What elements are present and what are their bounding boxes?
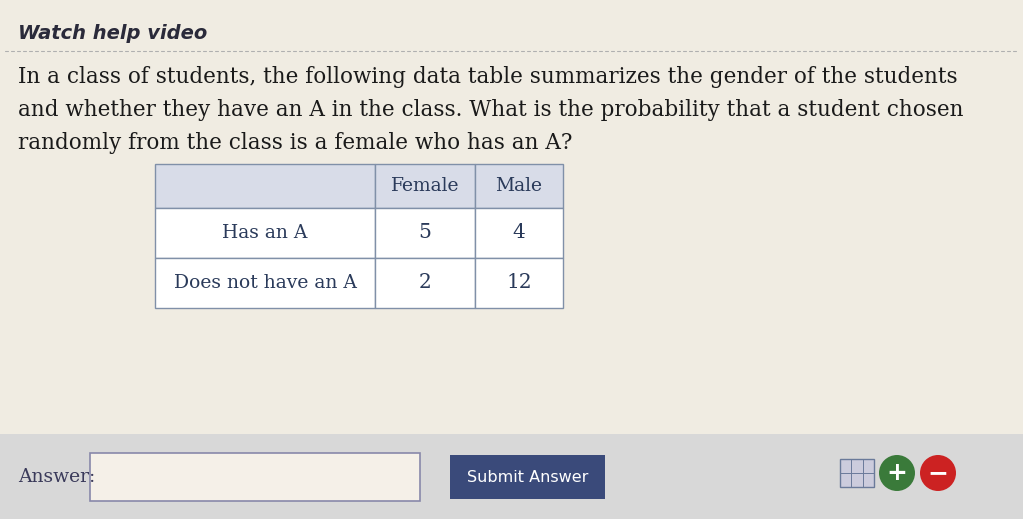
Text: +: + bbox=[887, 461, 907, 485]
Text: randomly from the class is a female who has an A?: randomly from the class is a female who … bbox=[18, 132, 573, 154]
Text: −: − bbox=[928, 461, 948, 485]
Bar bbox=[90, 453, 420, 501]
Text: 4: 4 bbox=[513, 224, 526, 242]
Text: Watch help video: Watch help video bbox=[18, 24, 208, 43]
Bar bbox=[475, 258, 563, 308]
Text: Submit Answer: Submit Answer bbox=[466, 470, 588, 485]
Text: In a class of students, the following data table summarizes the gender of the st: In a class of students, the following da… bbox=[18, 66, 958, 88]
Text: 12: 12 bbox=[506, 274, 532, 293]
Text: and whether they have an A in the class. What is the probability that a student : and whether they have an A in the class.… bbox=[18, 99, 964, 121]
Bar bbox=[475, 208, 563, 258]
Text: 2: 2 bbox=[418, 274, 432, 293]
Bar bbox=[840, 459, 874, 487]
Bar bbox=[475, 164, 563, 208]
Bar bbox=[450, 455, 605, 499]
Bar bbox=[375, 208, 475, 258]
Text: Answer:: Answer: bbox=[18, 468, 95, 485]
Text: Female: Female bbox=[391, 177, 459, 195]
Bar bbox=[155, 164, 375, 208]
Text: Male: Male bbox=[495, 177, 542, 195]
Bar bbox=[375, 258, 475, 308]
Text: Does not have an A: Does not have an A bbox=[174, 274, 356, 292]
Text: Has an A: Has an A bbox=[222, 224, 308, 242]
Bar bbox=[0, 434, 1023, 519]
Circle shape bbox=[879, 455, 915, 491]
Text: 5: 5 bbox=[418, 224, 432, 242]
Bar bbox=[155, 208, 375, 258]
Circle shape bbox=[920, 455, 957, 491]
Bar bbox=[375, 164, 475, 208]
Bar bbox=[155, 258, 375, 308]
